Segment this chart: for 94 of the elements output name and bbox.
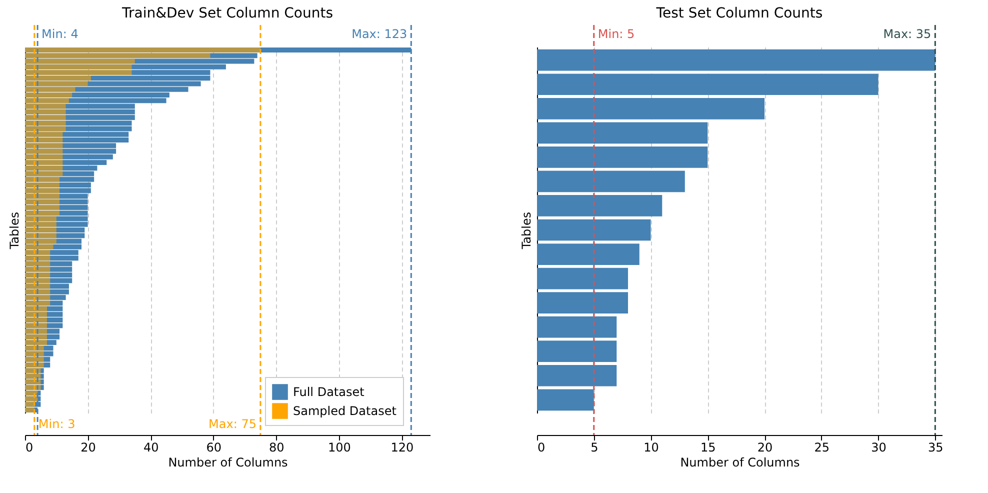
bar — [25, 407, 34, 412]
bar — [25, 396, 38, 402]
ref-line-label: Min: 3 — [38, 417, 76, 431]
chart-title: Test Set Column Counts — [655, 5, 823, 22]
bar — [25, 182, 60, 188]
bar — [25, 76, 91, 81]
bar — [25, 109, 66, 114]
bar — [537, 268, 628, 290]
bar — [25, 58, 135, 64]
legend-label: Full Dataset — [293, 385, 365, 399]
bar — [537, 146, 708, 168]
x-tick-label: 30 — [871, 440, 886, 454]
bar — [537, 98, 765, 120]
bar — [25, 48, 260, 53]
bar — [25, 362, 44, 368]
bar — [25, 250, 50, 255]
bar — [25, 266, 50, 272]
bar — [25, 166, 63, 171]
bar — [537, 316, 617, 338]
bar — [25, 53, 210, 58]
bar — [25, 98, 69, 104]
bar — [25, 300, 50, 306]
x-tick-label: 25 — [814, 440, 830, 454]
bar — [537, 195, 662, 216]
bar — [25, 374, 41, 379]
bar — [25, 318, 47, 322]
x-tick-label: 35 — [928, 440, 944, 454]
bar — [25, 390, 38, 396]
ref-line-label: Max: 75 — [208, 417, 256, 431]
bar — [25, 138, 63, 142]
bar — [537, 292, 628, 314]
bar — [25, 295, 50, 300]
bar — [25, 256, 50, 261]
bar — [25, 64, 132, 70]
bar — [25, 81, 88, 86]
bar — [25, 334, 47, 340]
bar — [25, 222, 56, 227]
bar — [25, 402, 34, 407]
bar — [25, 92, 72, 98]
bar — [25, 278, 50, 284]
bar — [25, 176, 60, 182]
y-axis-title: Tables — [8, 212, 22, 250]
bar — [25, 323, 47, 328]
ref-line-label: Max: 123 — [352, 27, 408, 41]
x-tick-label: 120 — [390, 440, 414, 454]
x-tick-label: 40 — [143, 440, 159, 454]
ref-line-label: Max: 35 — [883, 27, 932, 41]
x-axis-title: Number of Columns — [680, 456, 800, 470]
bar — [25, 70, 132, 76]
bar — [25, 356, 44, 362]
bar — [537, 49, 936, 71]
bar — [25, 132, 63, 137]
x-tick-label: 10 — [644, 440, 659, 454]
bar — [25, 312, 47, 317]
bar — [25, 154, 63, 160]
y-axis-title: Tables — [520, 212, 534, 250]
bar — [25, 199, 60, 204]
x-tick-label: 15 — [700, 440, 716, 454]
x-tick-label: 20 — [757, 440, 773, 454]
x-tick-label: 100 — [328, 440, 351, 454]
bar — [537, 244, 640, 265]
bar — [25, 143, 63, 148]
bar — [25, 244, 54, 250]
bar — [25, 233, 56, 238]
bar — [25, 379, 41, 384]
bar — [537, 389, 594, 411]
bar — [25, 289, 50, 294]
chart-title: Train&Dev Set Column Counts — [120, 5, 334, 22]
x-tick-label: 20 — [80, 440, 96, 454]
bar — [537, 122, 708, 144]
bar — [25, 228, 56, 232]
bar — [537, 74, 878, 96]
ref-line-label: Min: 5 — [598, 27, 635, 41]
bar — [25, 160, 63, 165]
bar — [537, 364, 617, 386]
bar — [25, 340, 47, 345]
x-tick-label: 80 — [269, 440, 284, 454]
x-tick-label: 5 — [590, 440, 598, 454]
bar — [25, 188, 60, 194]
bar — [25, 210, 60, 216]
bar — [25, 272, 50, 278]
ref-line-label: Min: 4 — [42, 27, 78, 41]
x-tick-label: 0 — [26, 440, 34, 454]
x-tick-label: 60 — [206, 440, 222, 454]
bar — [25, 86, 76, 92]
bar — [25, 115, 66, 120]
legend-label: Sampled Dataset — [293, 404, 397, 418]
x-axis-title: Number of Columns — [168, 456, 288, 470]
bar — [25, 205, 60, 210]
x-tick-label: 0 — [538, 440, 546, 454]
bar — [537, 340, 617, 362]
bar — [537, 170, 685, 192]
bar — [25, 120, 66, 126]
bar — [537, 219, 651, 241]
